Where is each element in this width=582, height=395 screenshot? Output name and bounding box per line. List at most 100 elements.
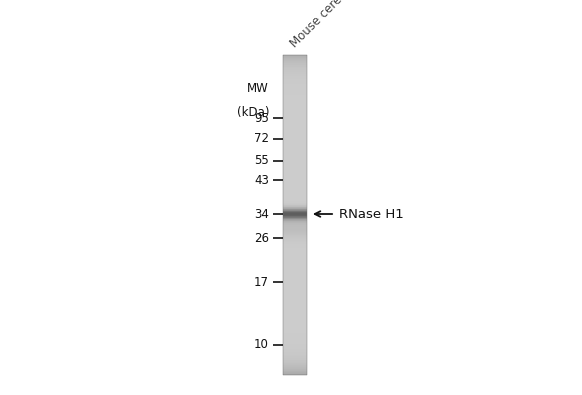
Bar <box>283 362 307 363</box>
Bar <box>283 177 307 178</box>
Bar <box>283 113 307 114</box>
Bar <box>283 208 307 209</box>
Bar <box>283 263 307 264</box>
Bar <box>283 334 307 335</box>
Bar <box>283 102 307 103</box>
Bar <box>283 165 307 166</box>
Bar <box>283 173 307 174</box>
Bar <box>283 313 307 314</box>
Bar <box>283 227 307 228</box>
Bar <box>283 92 307 93</box>
Bar <box>283 184 307 185</box>
Bar <box>283 287 307 288</box>
Bar <box>283 277 307 278</box>
Bar <box>283 156 307 157</box>
Bar <box>283 115 307 116</box>
Bar <box>283 223 307 224</box>
Bar <box>283 215 307 216</box>
Bar <box>283 134 307 135</box>
Bar <box>283 204 307 205</box>
Bar <box>283 62 307 63</box>
Bar <box>283 201 307 202</box>
Bar <box>283 275 307 276</box>
Bar <box>283 106 307 107</box>
Bar <box>283 267 307 268</box>
Text: 95: 95 <box>254 111 269 124</box>
Bar <box>283 78 307 79</box>
Bar <box>283 181 307 182</box>
Bar <box>283 225 307 226</box>
Bar <box>283 187 307 188</box>
Bar <box>283 145 307 146</box>
Bar <box>283 67 307 68</box>
Bar <box>283 146 307 147</box>
Bar <box>283 261 307 262</box>
Bar <box>283 56 307 57</box>
Bar <box>283 237 307 238</box>
Bar <box>283 322 307 323</box>
Bar <box>283 264 307 265</box>
Bar <box>283 124 307 125</box>
Bar <box>283 191 307 192</box>
Bar <box>283 202 307 203</box>
Bar <box>283 117 307 118</box>
Bar <box>283 221 307 222</box>
Bar <box>283 318 307 319</box>
Bar <box>283 279 307 280</box>
Bar <box>283 96 307 97</box>
Bar <box>283 194 307 195</box>
Bar <box>283 193 307 194</box>
Bar <box>283 272 307 273</box>
Text: 55: 55 <box>254 154 269 167</box>
Bar <box>283 182 307 183</box>
Bar <box>283 136 307 137</box>
Bar <box>283 254 307 255</box>
Bar <box>283 278 307 279</box>
Bar <box>283 330 307 331</box>
Bar <box>283 149 307 150</box>
Bar <box>283 112 307 113</box>
Bar <box>283 175 307 176</box>
Bar <box>283 152 307 153</box>
Bar <box>283 251 307 252</box>
Bar <box>283 77 307 78</box>
Bar <box>283 305 307 306</box>
Bar <box>283 347 307 348</box>
Bar <box>283 284 307 285</box>
Bar <box>283 209 307 210</box>
Bar <box>283 316 307 317</box>
Bar <box>283 329 307 330</box>
Text: (kDa): (kDa) <box>236 106 269 119</box>
Bar <box>283 360 307 361</box>
Bar <box>283 325 307 326</box>
Bar <box>283 321 307 322</box>
Bar <box>283 256 307 257</box>
Bar <box>283 290 307 291</box>
Bar <box>283 297 307 298</box>
Bar <box>283 104 307 105</box>
Bar <box>283 88 307 89</box>
Bar <box>283 370 307 371</box>
Bar <box>283 344 307 345</box>
Bar <box>283 238 307 239</box>
Bar <box>283 125 307 126</box>
Bar <box>283 252 307 253</box>
Bar <box>283 307 307 308</box>
Bar <box>283 349 307 350</box>
Bar <box>283 366 307 367</box>
Bar <box>283 217 307 218</box>
Bar <box>283 285 307 286</box>
Bar <box>283 350 307 351</box>
Bar <box>283 229 307 230</box>
Bar <box>283 90 307 91</box>
Bar <box>283 86 307 87</box>
Text: 43: 43 <box>254 173 269 186</box>
Bar <box>283 119 307 120</box>
Bar <box>283 172 307 173</box>
Bar <box>283 109 307 110</box>
Bar <box>283 298 307 299</box>
Bar <box>283 373 307 374</box>
Bar <box>283 61 307 62</box>
Bar <box>283 331 307 332</box>
Bar <box>283 248 307 249</box>
